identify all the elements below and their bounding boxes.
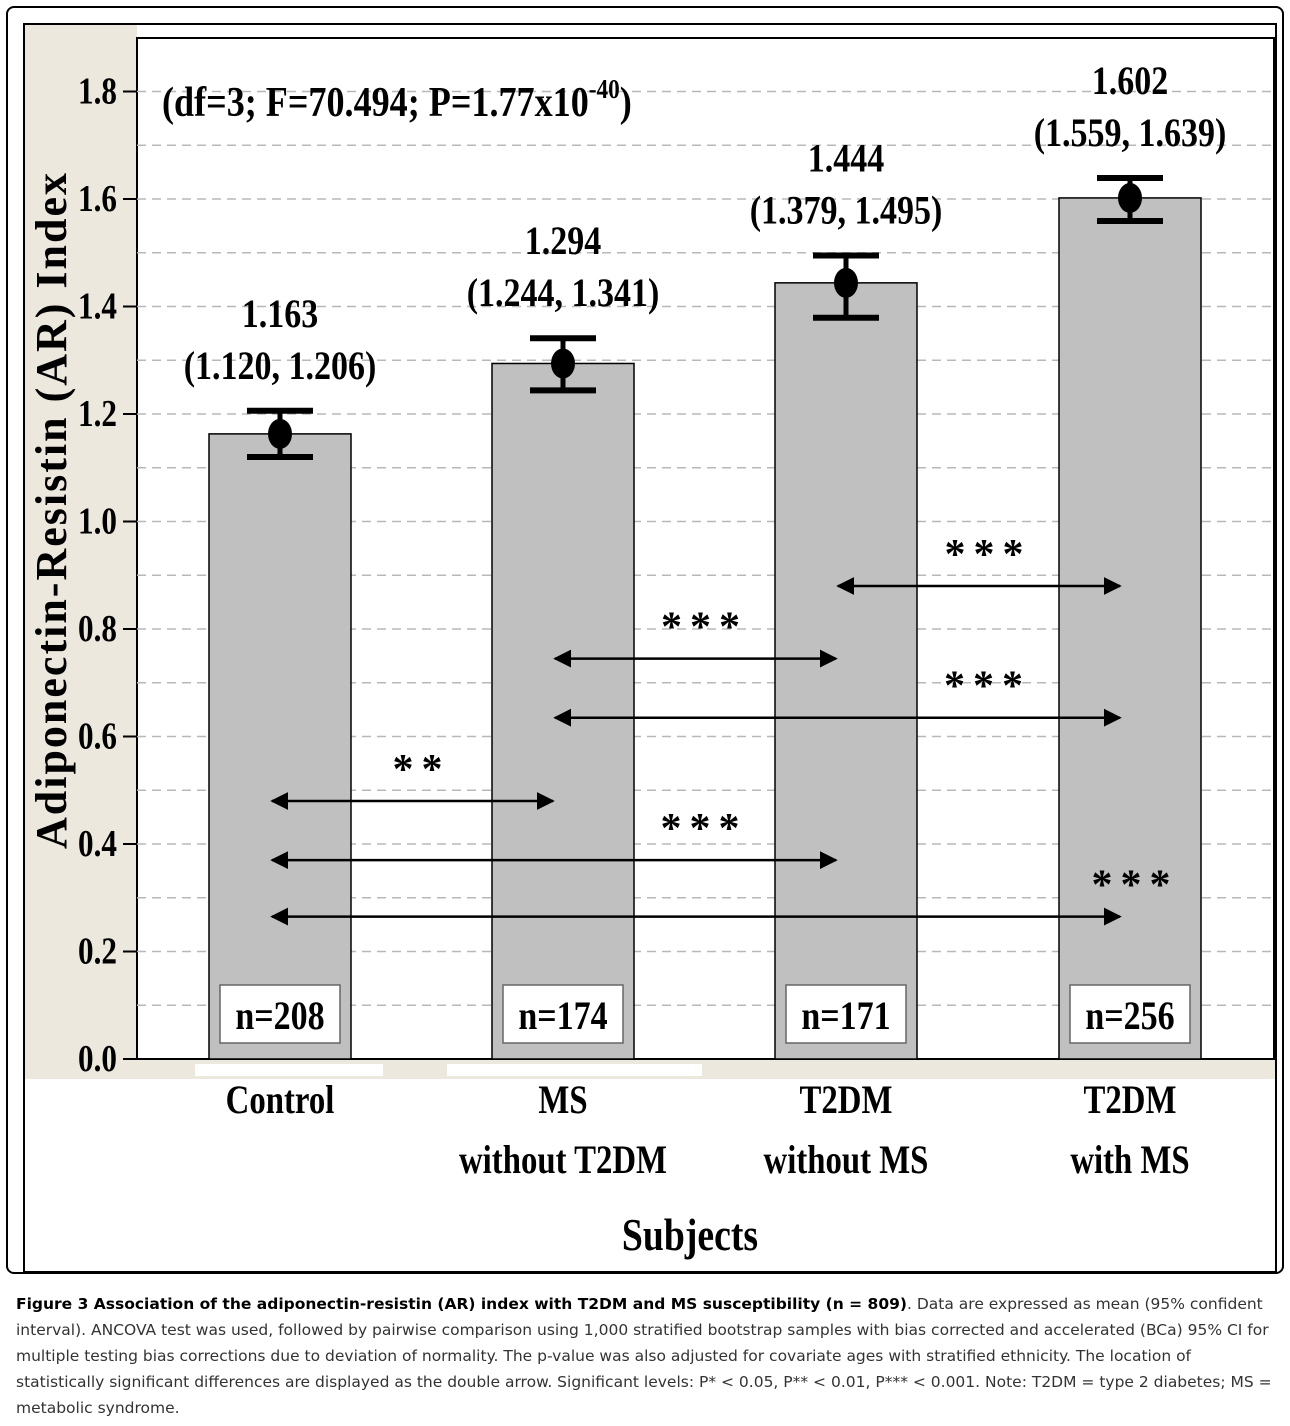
mean-point [834, 267, 858, 298]
x-axis-band-gap [195, 1064, 383, 1076]
ar-index-bar-chart: ***************** 0.00.20.40.60.81.01.21… [23, 23, 1277, 1273]
category-label: MS [538, 1077, 587, 1122]
sample-size-box [502, 984, 624, 1044]
x-axis-band-gap [447, 1064, 702, 1076]
ci-label: (1.379, 1.495) [750, 189, 943, 233]
sample-size-label: n=174 [518, 995, 607, 1039]
category-label-line2: without T2DM [459, 1137, 667, 1182]
y-tick-label: 1.4 [78, 285, 117, 328]
category-label: Control [226, 1077, 335, 1122]
significance-label: *** [944, 664, 1031, 710]
mean-value-label: 1.602 [1092, 60, 1168, 104]
y-tick-label: 0.8 [78, 607, 117, 650]
sample-size-label: n=256 [1085, 995, 1174, 1039]
y-tick-label: 1.0 [78, 500, 117, 543]
plot-outer-border [23, 23, 1277, 1273]
mean-point [551, 348, 575, 379]
figure-caption: Figure 3 Association of the adiponectin-… [16, 1291, 1278, 1421]
significance-label: ** [393, 747, 451, 793]
x-axis-title: Subjects [622, 1211, 758, 1261]
significance-label: *** [945, 532, 1032, 578]
ci-label: (1.120, 1.206) [184, 344, 377, 388]
caption-title: Figure 3 Association of the adiponectin-… [16, 1295, 907, 1313]
sample-size-label: n=208 [235, 995, 324, 1039]
y-axis-band [25, 25, 137, 1077]
y-tick-label: 1.8 [78, 70, 117, 113]
y-tick-label: 0.2 [78, 930, 117, 973]
sample-size-label: n=171 [801, 995, 890, 1039]
bar [774, 282, 918, 1060]
category-label-line2: without MS [764, 1137, 929, 1182]
category-label: T2DM [800, 1077, 893, 1122]
mean-value-label: 1.294 [525, 220, 601, 264]
sample-size-box [785, 984, 907, 1044]
mean-point [1118, 182, 1142, 213]
y-tick-label: 0.0 [78, 1037, 117, 1080]
significance-label: *** [661, 806, 748, 852]
y-tick-label: 1.6 [78, 177, 117, 220]
bar [491, 362, 635, 1060]
ci-label: (1.244, 1.341) [467, 272, 660, 316]
y-axis-title: Adiponectin-Resistin (AR) Index [27, 171, 76, 849]
y-tick-label: 1.2 [78, 392, 117, 435]
category-label: T2DM [1084, 1077, 1177, 1122]
significance-label: *** [661, 605, 748, 651]
mean-point [268, 418, 292, 449]
significance-label: *** [1092, 863, 1179, 909]
anova-stat-annotation: (df=3; F=70.494; P=1.77x10-40) [162, 75, 632, 125]
y-tick-label: 0.4 [78, 822, 117, 865]
mean-value-label: 1.444 [808, 137, 884, 181]
ci-label: (1.559, 1.639) [1034, 112, 1227, 156]
bar [1058, 197, 1202, 1060]
sample-size-box [219, 984, 341, 1044]
category-label-line2: with MS [1070, 1137, 1189, 1182]
caption-body: . Data are expressed as mean (95% confid… [16, 1295, 1272, 1417]
bar [208, 433, 352, 1060]
mean-value-label: 1.163 [242, 292, 318, 336]
y-tick-label: 0.6 [78, 715, 117, 758]
sample-size-box [1069, 984, 1191, 1044]
